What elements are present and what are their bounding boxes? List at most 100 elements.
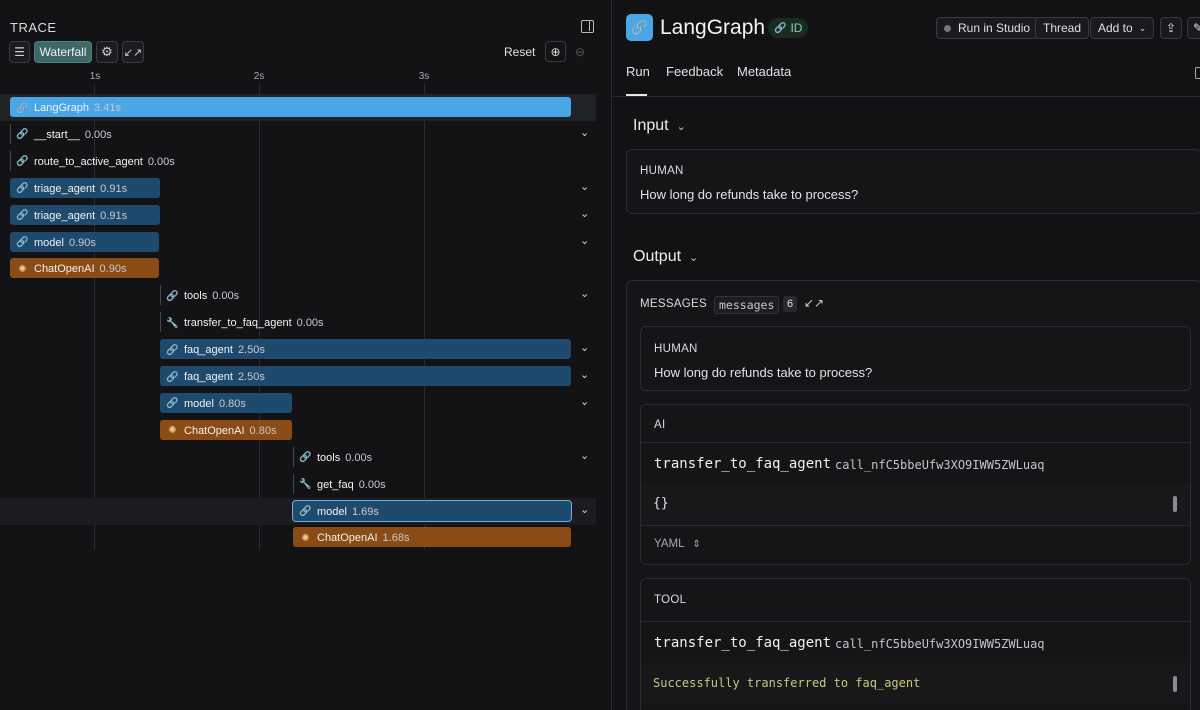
run-duration: 0.00s [84, 128, 112, 141]
trace-row[interactable]: 🔗 tools 0.00s ⌄ [0, 444, 596, 471]
trace-row-label: 🔗 route_to_active_agent 0.00s [16, 154, 175, 170]
tree-connector [293, 446, 294, 467]
add-to-button[interactable]: Add to ⌄ [1090, 17, 1155, 39]
trace-row[interactable]: 🔗 triage_agent 0.91s ⌄ [0, 202, 596, 229]
trace-row-label: 🔗 triage_agent 0.91s [16, 208, 127, 224]
chevron-down-icon[interactable]: ⌄ [580, 449, 590, 462]
scrollbar-thumb[interactable] [1173, 496, 1177, 512]
axis-tick-2s: 2s [253, 71, 265, 82]
trace-row[interactable]: ✺ ChatOpenAI 0.90s [0, 255, 596, 282]
trace-row[interactable]: 🔧 transfer_to_faq_agent 0.00s [0, 309, 596, 336]
chevron-down-icon[interactable]: ⌄ [580, 288, 590, 301]
scrollbar-thumb[interactable] [1173, 676, 1177, 692]
link-icon: 🔗 [16, 210, 29, 222]
output-section-toggle[interactable]: Output ⌄ [633, 248, 698, 266]
share-button[interactable]: ⇪ [1160, 17, 1182, 39]
duration-bar[interactable] [10, 204, 160, 225]
duration-bar[interactable] [160, 366, 571, 386]
expand-collapse-icon[interactable]: ↙↗ [804, 296, 825, 310]
trace-row[interactable]: ✺ ChatOpenAI 0.80s [0, 417, 596, 444]
collapse-arrows-icon: ↙↗ [123, 46, 143, 59]
trace-row[interactable]: 🔗 triage_agent 0.91s ⌄ [0, 175, 596, 202]
run-name: tools [184, 290, 208, 303]
duration-bar[interactable] [293, 527, 571, 548]
link-icon: 🔗 [166, 344, 179, 356]
run-name: __start__ [34, 128, 80, 141]
filter-button[interactable]: ☰ [9, 41, 30, 63]
duration-bar[interactable] [10, 258, 159, 279]
chevron-down-icon[interactable]: ⌄ [580, 207, 590, 220]
zoom-in-icon: ⊕ [550, 44, 561, 59]
settings-button[interactable]: ⚙ [96, 41, 118, 63]
trace-row[interactable]: 🔗 LangGraph 3.41s [0, 94, 596, 121]
trace-title: TRACE [10, 20, 57, 35]
zoom-in-button[interactable]: ⊕ [545, 41, 566, 62]
run-name: model [317, 505, 347, 518]
tabs-divider [613, 96, 1200, 97]
chevron-down-icon[interactable]: ⌄ [580, 342, 590, 355]
trace-row[interactable]: ✺ ChatOpenAI 1.68s [0, 524, 596, 551]
chevron-down-icon[interactable]: ⌄ [580, 180, 590, 193]
document-icon[interactable] [1195, 67, 1200, 79]
chevron-down-icon[interactable]: ⌄ [580, 369, 590, 381]
trace-row[interactable]: 🔗 model 0.90s ⌄ [0, 229, 596, 256]
waterfall-toggle-button[interactable]: Waterfall [34, 41, 92, 63]
trace-row-label: ✺ ChatOpenAI 0.90s [16, 261, 126, 277]
run-duration: 0.91s [100, 182, 128, 195]
trace-row[interactable]: 🔗 __start__ 0.00s ⌄ [0, 121, 596, 148]
run-name: route_to_active_agent [34, 155, 143, 168]
chevron-down-icon[interactable]: ⌄ [580, 234, 590, 247]
panel-toggle-icon[interactable] [581, 20, 594, 33]
ai-args-code-block[interactable]: {} [641, 484, 1190, 525]
chevron-down-icon[interactable]: ⌄ [580, 126, 590, 139]
wrench-icon: 🔧 [299, 479, 312, 491]
id-badge[interactable]: 🔗 ID [768, 18, 809, 38]
duration-bar[interactable] [292, 499, 572, 522]
trace-row[interactable]: 🔗 route_to_active_agent 0.00s [0, 148, 596, 175]
tree-connector [10, 150, 11, 171]
input-heading: Input [633, 117, 669, 134]
chevron-down-icon[interactable]: ⌄ [580, 395, 590, 408]
tool-content-code-block[interactable]: Successfully transferred to faq_agent [641, 663, 1190, 703]
ai-tool-call-id[interactable]: call_nfC5bbeUfw3XO9IWW5ZWLuaq [835, 458, 1045, 472]
chevron-down-icon[interactable]: ⌄ [580, 503, 590, 516]
duration-bar[interactable] [10, 177, 160, 198]
collapse-button[interactable]: ↙↗ [122, 41, 144, 63]
thread-button[interactable]: Thread [1035, 17, 1090, 39]
input-message-text: How long do refunds take to process? [640, 187, 859, 202]
tool-call-id[interactable]: call_nfC5bbeUfw3XO9IWW5ZWLuaq [835, 637, 1045, 651]
wrench-icon: 🔧 [166, 317, 179, 329]
duration-bar[interactable] [10, 97, 571, 117]
tree-connector [293, 473, 294, 494]
run-duration: 1.69s [351, 505, 379, 518]
trace-row[interactable]: 🔗 faq_agent 2.50s ⌄ [0, 363, 596, 390]
divider [641, 525, 1190, 526]
trace-row[interactable]: 🔧 get_faq 0.00s [0, 471, 596, 498]
run-in-studio-button[interactable]: Run in Studio [936, 17, 1039, 39]
reset-button[interactable]: Reset [504, 45, 536, 59]
trace-row[interactable]: 🔗 tools 0.00s ⌄ [0, 282, 596, 309]
active-tab-indicator [626, 94, 647, 96]
link-icon: 🔗 [166, 398, 179, 410]
trace-row[interactable]: 🔗 model 1.69s ⌄ [0, 497, 596, 525]
duration-bar[interactable] [160, 339, 571, 360]
trace-row[interactable]: 🔗 model 0.80s ⌄ [0, 390, 596, 417]
edit-button[interactable]: ✎ [1187, 17, 1200, 39]
tab-metadata[interactable]: Metadata [737, 64, 792, 79]
link-icon: 🔗 [166, 290, 179, 302]
tab-feedback[interactable]: Feedback [666, 64, 724, 79]
run-duration: 2.50s [237, 344, 265, 357]
input-section-toggle[interactable]: Input ⌄ [633, 117, 686, 135]
duration-bar[interactable] [160, 392, 292, 413]
human-message-text: How long do refunds take to process? [654, 365, 873, 380]
upload-icon: ⇪ [1165, 21, 1177, 35]
chevron-updown-icon: ⇕ [692, 538, 701, 550]
duration-bar[interactable] [160, 419, 292, 440]
gridline [94, 84, 95, 550]
trace-row-label: 🔗 __start__ 0.00s [16, 127, 112, 143]
duration-bar[interactable] [10, 231, 159, 252]
format-selector[interactable]: YAML ⇕ [654, 538, 701, 550]
langgraph-logo-icon: 🔗 [626, 14, 653, 41]
trace-row[interactable]: 🔗 faq_agent 2.50s ⌄ [0, 336, 596, 363]
tab-run[interactable]: Run [626, 64, 650, 79]
